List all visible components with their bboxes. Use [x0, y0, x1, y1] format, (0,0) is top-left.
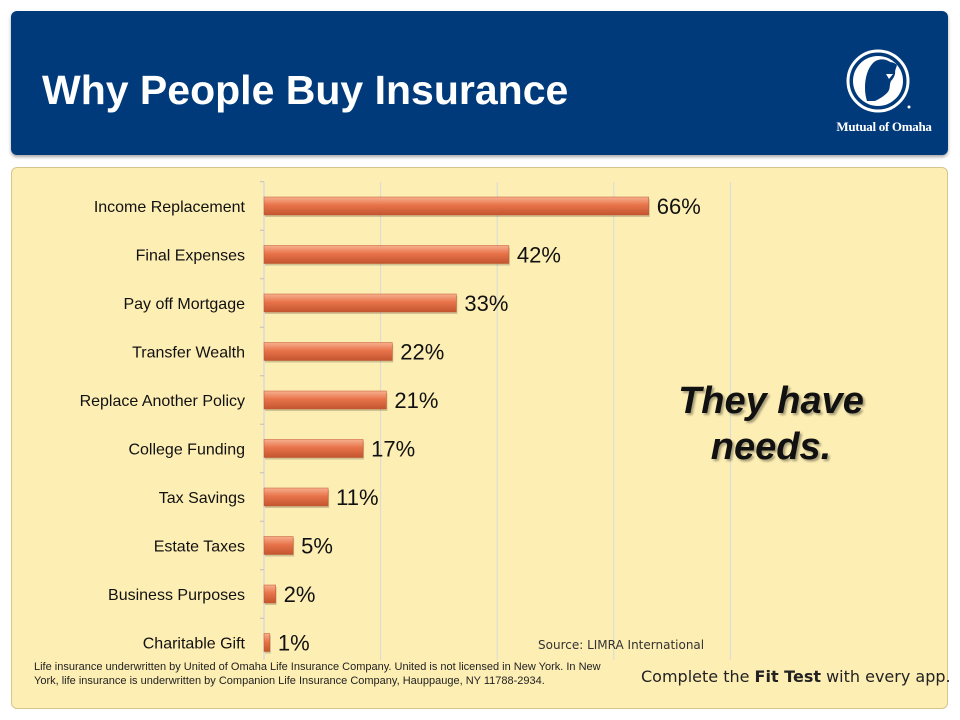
bar — [263, 633, 271, 652]
category-label: Income Replacement — [94, 199, 246, 216]
category-label: College Funding — [128, 442, 245, 459]
category-label: Tax Savings — [159, 490, 245, 507]
category-label: Final Expenses — [136, 248, 245, 265]
data-label: 33% — [464, 291, 508, 316]
category-label: Pay off Mortgage — [123, 296, 245, 313]
logo: Mutual of Omaha — [823, 41, 945, 141]
bar — [263, 439, 364, 458]
page-title: Why People Buy Insurance — [42, 67, 569, 113]
category-label: Estate Taxes — [154, 539, 245, 556]
bar — [263, 293, 457, 313]
data-label: 21% — [394, 388, 438, 413]
data-label: 66% — [657, 194, 701, 219]
bar — [263, 245, 510, 264]
data-label: 5% — [301, 534, 333, 559]
logo-text: Mutual of Omaha — [836, 119, 932, 134]
disclaimer-text: Life insurance underwritten by United of… — [34, 661, 601, 687]
bar — [263, 584, 276, 604]
category-label: Replace Another Policy — [80, 393, 245, 410]
bar — [263, 342, 393, 361]
category-label: Business Purposes — [108, 587, 245, 604]
data-label: 22% — [400, 340, 444, 365]
fit-test-prefix: Complete the — [641, 667, 755, 686]
indian-head-icon — [846, 49, 911, 113]
callout-text: They have needs. — [678, 380, 864, 468]
data-label: 42% — [517, 243, 561, 268]
fit-test-bold: Fit Test — [754, 667, 821, 686]
bar — [263, 196, 650, 216]
data-label: 11% — [336, 485, 378, 510]
source-note: Source: LIMRA International — [538, 638, 705, 652]
fit-test-tagline: Complete the Fit Test with every app. — [641, 667, 951, 686]
bar — [263, 536, 294, 555]
header-banner: Why People Buy Insurance Mutual of Omaha — [11, 11, 948, 155]
bar — [263, 390, 387, 410]
data-label: 1% — [278, 631, 310, 656]
category-label: Transfer Wealth — [132, 345, 245, 362]
category-label: Charitable Gift — [143, 636, 246, 653]
fit-test-suffix: with every app. — [821, 667, 951, 686]
bar — [263, 487, 329, 507]
data-label: 17% — [371, 437, 415, 462]
data-label: 2% — [284, 582, 316, 607]
